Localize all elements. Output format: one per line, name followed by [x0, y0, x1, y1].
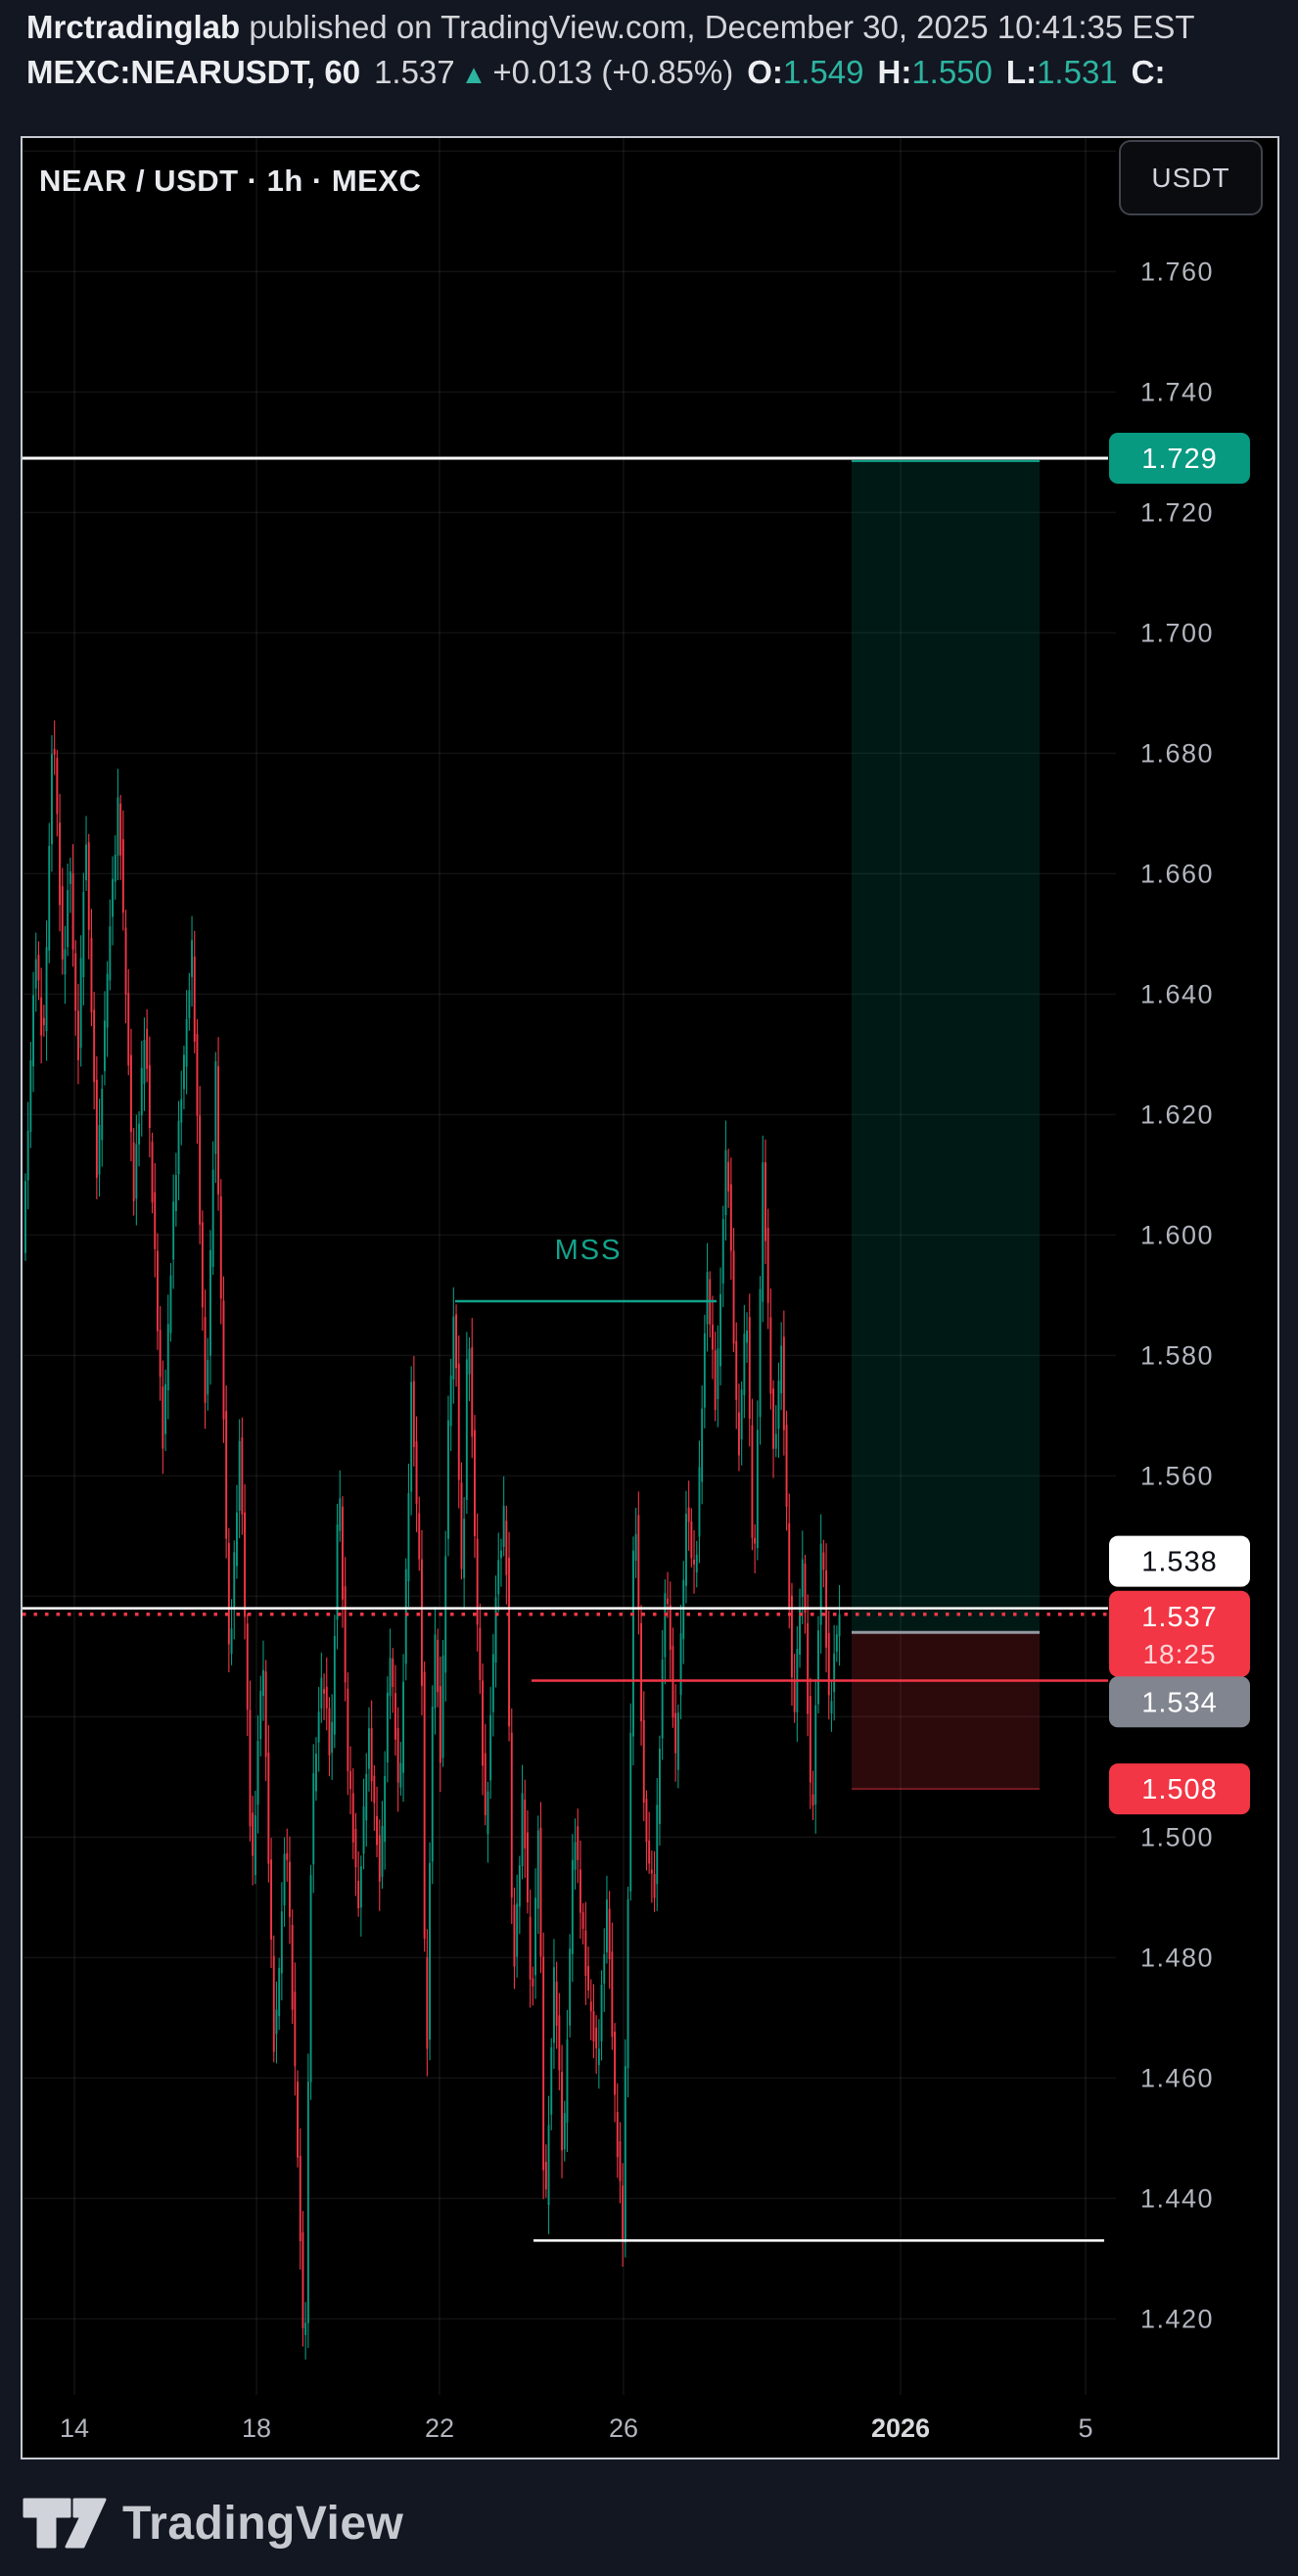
time-axis[interactable]: 14 18 22 26 2026 5 — [60, 2413, 1093, 2443]
svg-text:1.700: 1.700 — [1140, 618, 1214, 647]
chart-canvas[interactable]: MSS1.7601.7401.7201.7001.6801.6601.6401.… — [23, 138, 1277, 2458]
open-label: O: — [747, 54, 783, 90]
author-name: Mrctradinglab — [26, 9, 241, 45]
svg-text:18: 18 — [242, 2413, 271, 2443]
candles-layer — [24, 720, 841, 2360]
svg-text:22: 22 — [425, 2413, 454, 2443]
price-change: +0.013 (+0.85%) — [492, 54, 734, 90]
svg-text:1.600: 1.600 — [1140, 1220, 1214, 1249]
svg-text:5: 5 — [1078, 2413, 1092, 2443]
svg-text:1.500: 1.500 — [1140, 1822, 1214, 1851]
svg-text:1.508: 1.508 — [1141, 1774, 1218, 1805]
chart-frame: MSS 1.760 1.740 1.720 1.700 1.680 1.660 1.640 1.… — [21, 136, 1279, 2459]
svg-text:1.560: 1.560 — [1140, 1461, 1214, 1490]
svg-text:1.580: 1.580 — [1140, 1340, 1214, 1370]
svg-text:18:25: 18:25 — [1142, 1639, 1216, 1669]
tradingview-logo-text: TradingView — [122, 2497, 404, 2550]
low-label: L: — [1005, 54, 1038, 90]
svg-text:1.538: 1.538 — [1141, 1547, 1218, 1578]
svg-text:1.720: 1.720 — [1140, 497, 1214, 527]
svg-text:2026: 2026 — [871, 2413, 930, 2443]
up-triangle-icon: ▲ — [460, 60, 487, 89]
chart-watermark-title: NEAR / USDT · 1h · MEXC — [39, 164, 422, 198]
svg-text:1.460: 1.460 — [1140, 2063, 1214, 2092]
open-value: 1.549 — [782, 54, 864, 90]
attribution-line: Mrctradinglab published on TradingView.c… — [26, 6, 1298, 49]
high-label: H: — [877, 54, 912, 90]
position-stop-box[interactable] — [852, 1632, 1040, 1790]
close-label: C: — [1131, 54, 1166, 90]
low-value: 1.531 — [1037, 54, 1118, 90]
tradingview-logo[interactable]: TradingView — [23, 2491, 403, 2555]
svg-text:14: 14 — [60, 2413, 89, 2443]
price-lines-layer — [23, 456, 1108, 2242]
axis-label-1.538: 1.538 — [1109, 1535, 1250, 1587]
high-value: 1.550 — [911, 54, 993, 90]
svg-text:1.480: 1.480 — [1140, 1943, 1214, 1972]
svg-text:1.620: 1.620 — [1140, 1100, 1214, 1129]
axis-label-1.534: 1.534 — [1109, 1676, 1250, 1728]
svg-text:26: 26 — [609, 2413, 638, 2443]
axis-label-1.537: 1.537 18:25 — [1109, 1590, 1250, 1677]
last-price: 1.537 — [374, 54, 455, 90]
mss-label: MSS — [555, 1235, 623, 1266]
svg-text:1.534: 1.534 — [1141, 1687, 1218, 1718]
chart-background — [23, 138, 1277, 2458]
svg-text:1.740: 1.740 — [1140, 377, 1214, 406]
axis-label-1.508: 1.508 — [1109, 1763, 1250, 1815]
svg-text:1.660: 1.660 — [1140, 859, 1214, 888]
price-axis[interactable]: 1.760 1.740 1.720 1.700 1.680 1.660 1.640 1.620… — [1109, 257, 1250, 2333]
symbol-interval: MEXC:NEARUSDT, 60 — [26, 54, 361, 90]
attribution-text: published on TradingView.com, December 3… — [240, 9, 1195, 45]
svg-text:1.760: 1.760 — [1140, 257, 1214, 286]
svg-text:1.729: 1.729 — [1141, 444, 1218, 475]
currency-toggle-button[interactable]: USDT — [1119, 140, 1263, 215]
tradingview-mark-icon — [23, 2498, 107, 2549]
axis-label-1.729: 1.729 — [1109, 433, 1250, 484]
svg-text:1.440: 1.440 — [1140, 2183, 1214, 2213]
svg-text:1.420: 1.420 — [1140, 2304, 1214, 2333]
svg-text:1.640: 1.640 — [1140, 979, 1214, 1008]
svg-text:1.680: 1.680 — [1140, 738, 1214, 768]
svg-text:1.537: 1.537 — [1141, 1602, 1218, 1633]
position-profit-box[interactable] — [852, 458, 1040, 1633]
symbol-ohlc-line: MEXC:NEARUSDT, 60 1.537 ▲ +0.013 (+0.85%) O:… — [26, 51, 1298, 96]
grid-layer — [23, 138, 1116, 2395]
